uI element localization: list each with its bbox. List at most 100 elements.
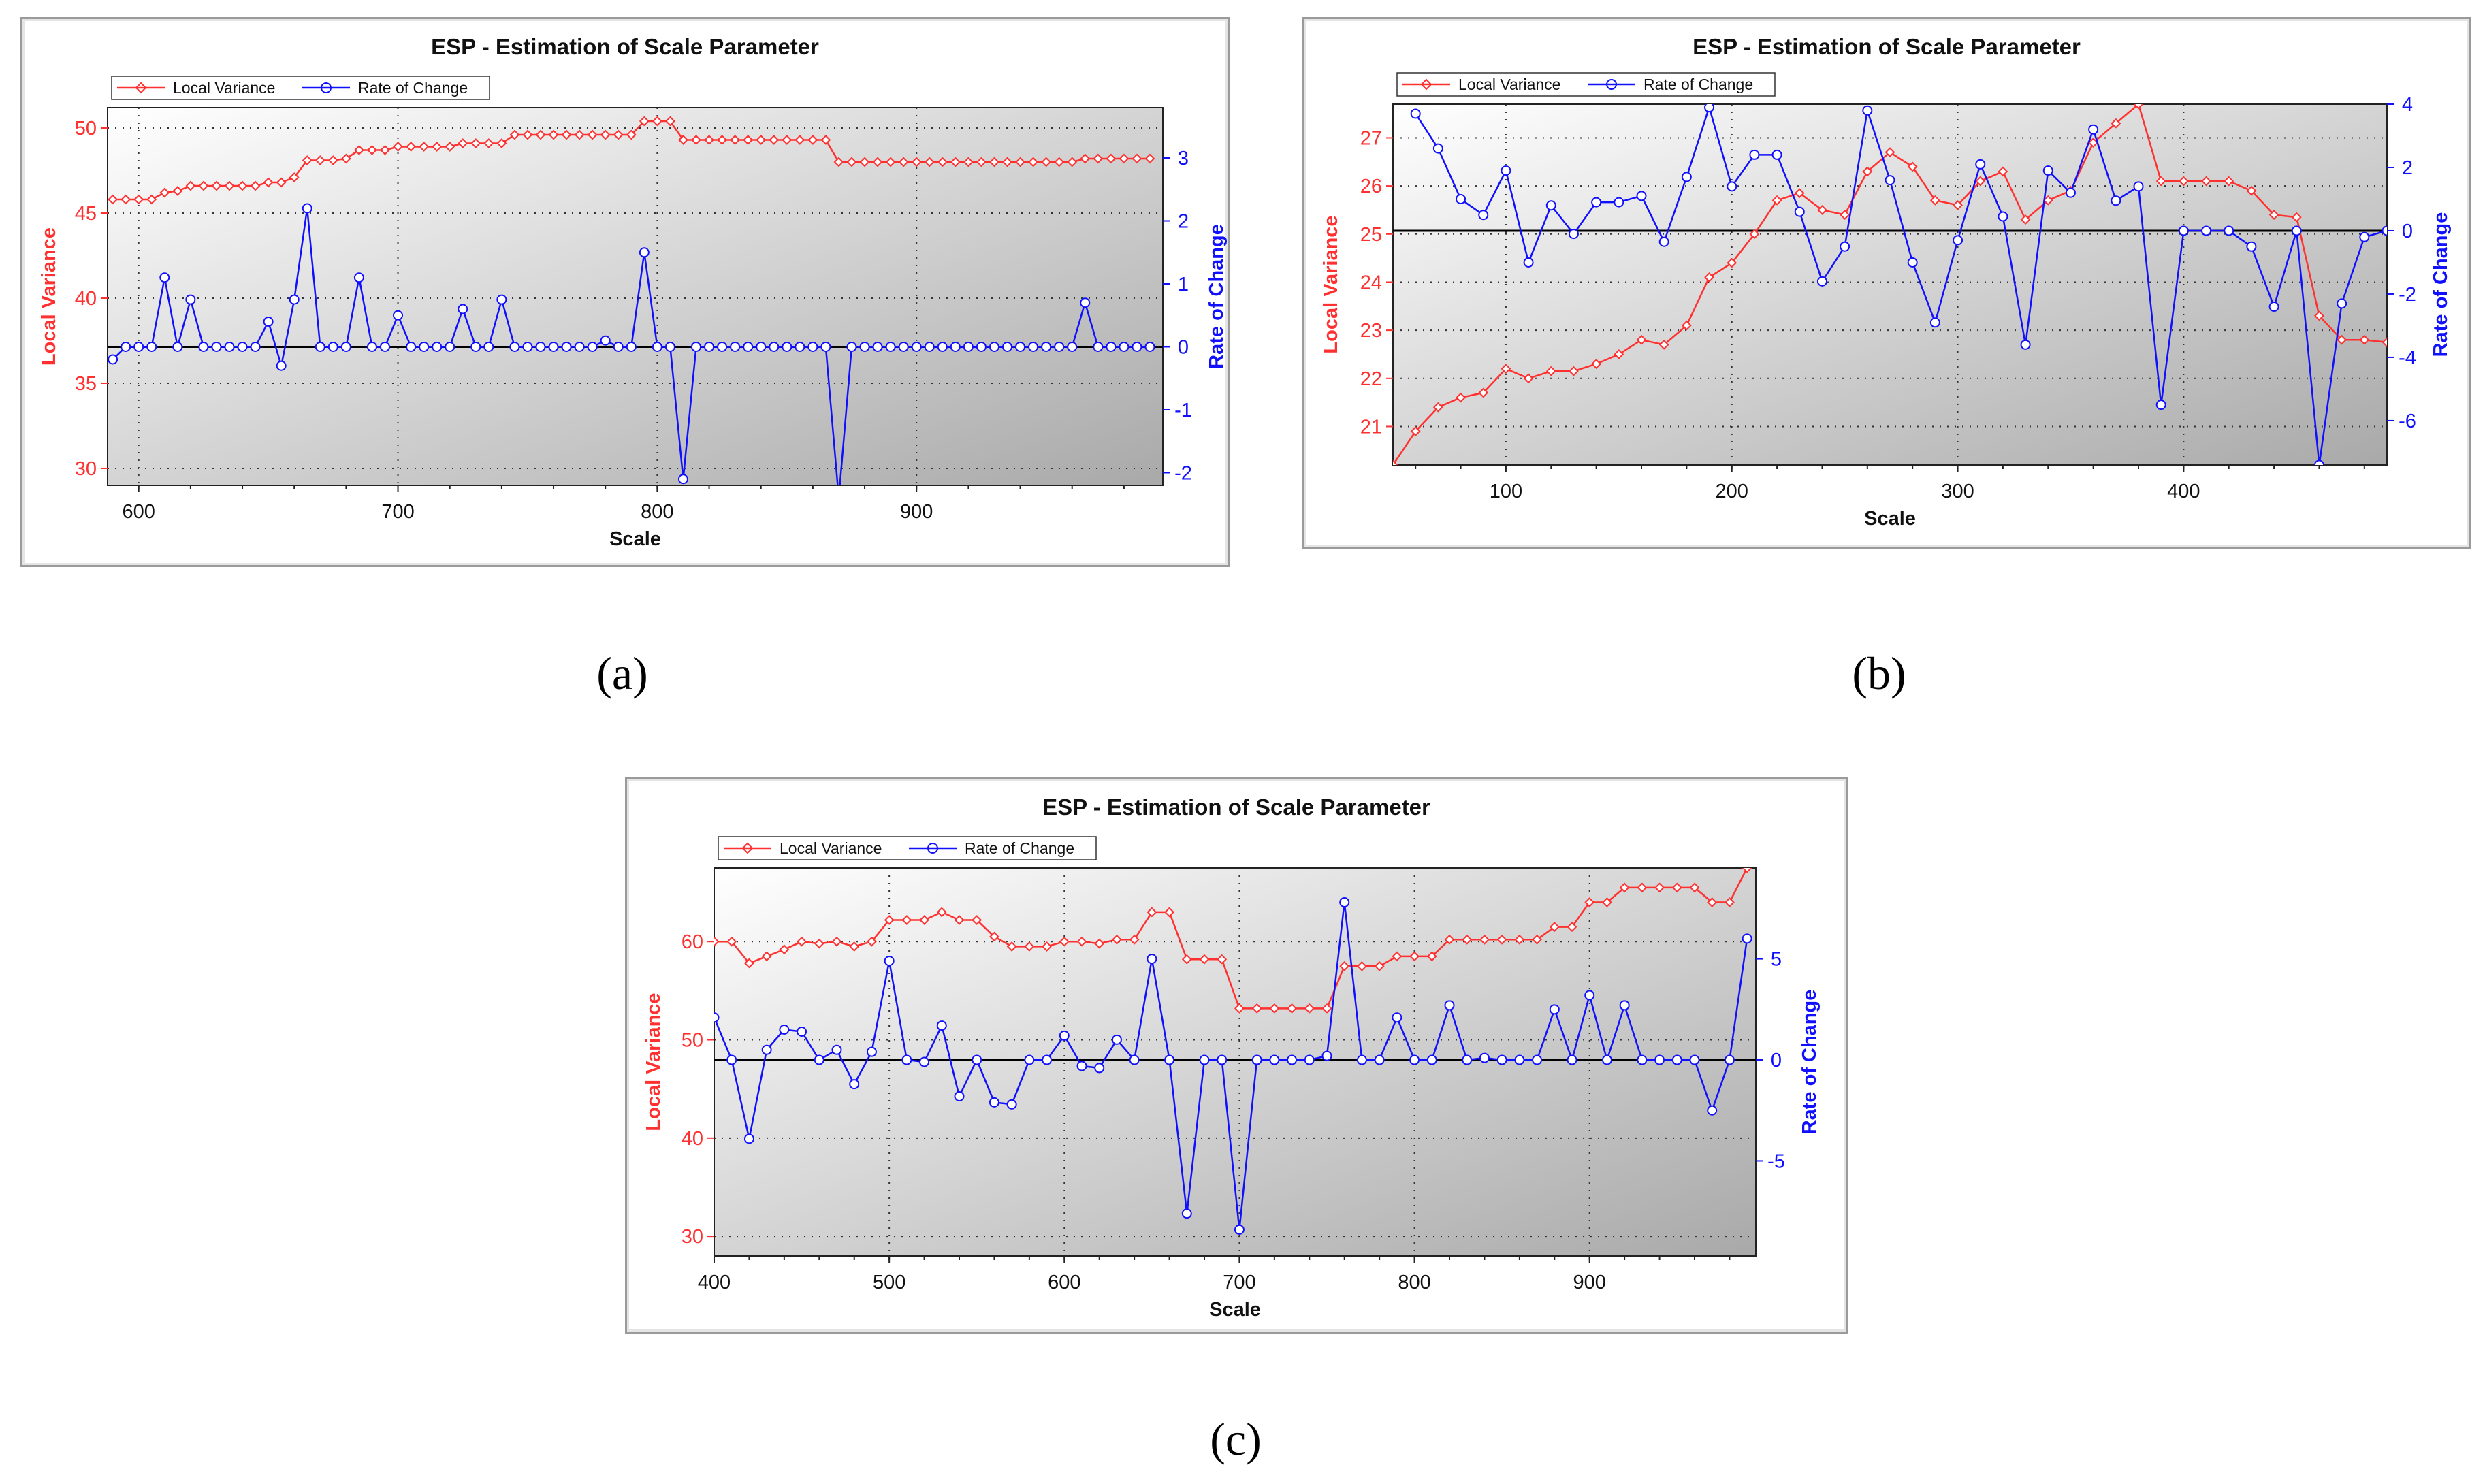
data-point-local-variance — [535, 129, 546, 140]
legend-label-local-variance: Local Variance — [1458, 76, 1560, 93]
data-point-local-variance — [432, 142, 443, 152]
data-point-local-variance — [1199, 954, 1210, 965]
data-point-rate-of-change — [1462, 1054, 1473, 1065]
series-rate-of-change — [108, 203, 1155, 485]
data-point-local-variance — [1024, 941, 1035, 952]
data-point-rate-of-change — [522, 342, 533, 352]
data-point-rate-of-change — [250, 342, 261, 352]
data-point-local-variance — [972, 915, 982, 925]
data-point-rate-of-change — [1144, 342, 1155, 352]
data-point-local-variance — [470, 138, 481, 148]
data-point-rate-of-change — [2224, 225, 2234, 236]
data-point-local-variance — [2291, 212, 2302, 223]
x-tick-label: 600 — [1048, 1272, 1080, 1293]
x-tick-label: 800 — [1398, 1272, 1430, 1293]
y-left-tick-label: 45 — [75, 203, 97, 225]
data-point-local-variance — [1975, 176, 1986, 187]
data-point-rate-of-change — [458, 304, 468, 314]
data-point-rate-of-change — [820, 342, 831, 352]
plot-frame — [1392, 103, 2388, 466]
data-point-rate-of-change — [1287, 1054, 1298, 1065]
data-point-rate-of-change — [937, 342, 948, 352]
data-point-rate-of-change — [1840, 241, 1850, 252]
y-right-axis-title: Rate of Change — [2430, 212, 2452, 357]
data-point-rate-of-change — [1339, 897, 1350, 907]
data-point-local-variance — [1523, 373, 1534, 384]
data-point-rate-of-change — [1374, 1054, 1385, 1065]
data-point-local-variance — [1076, 936, 1087, 947]
data-point-rate-of-change — [1658, 236, 1669, 247]
data-point-local-variance — [340, 153, 351, 164]
data-point-local-variance — [814, 938, 824, 949]
data-point-rate-of-change — [1392, 1012, 1402, 1023]
data-point-local-variance — [509, 129, 520, 140]
chart-panel-b: 100 200 300 400 21 22 23 24 25 26 27 -6 -4 -2 0 2 4 ESP -… — [1302, 17, 2471, 549]
data-point-local-variance — [1817, 205, 1827, 215]
grid — [108, 108, 1163, 485]
data-point-rate-of-change — [1199, 1054, 1210, 1065]
y-right-tick-label: 0 — [2402, 221, 2413, 242]
data-point-local-variance — [936, 907, 947, 918]
data-point-local-variance — [1794, 188, 1805, 199]
data-point-rate-of-change — [924, 342, 935, 352]
data-point-rate-of-change — [677, 474, 688, 485]
data-point-local-variance — [664, 116, 675, 127]
x-axis-title: Scale — [1864, 508, 1916, 530]
data-point-local-variance — [1054, 157, 1065, 167]
data-point-rate-of-change — [717, 342, 728, 352]
data-point-local-variance — [419, 142, 430, 152]
data-point-local-variance — [587, 129, 598, 140]
data-point-local-variance — [367, 145, 377, 155]
data-point-rate-of-change — [989, 342, 999, 352]
data-point-rate-of-change — [1015, 342, 1026, 352]
data-point-rate-of-change — [1501, 165, 1511, 176]
data-point-rate-of-change — [1885, 175, 1895, 186]
chart-title: ESP - Estimation of Scale Parameter — [1042, 794, 1430, 820]
data-point-local-variance — [833, 157, 844, 167]
data-point-rate-of-change — [1001, 342, 1012, 352]
data-point-rate-of-change — [1816, 276, 1827, 287]
data-point-local-variance — [1444, 934, 1455, 945]
data-point-rate-of-change — [159, 272, 170, 283]
data-point-rate-of-change — [1929, 317, 1940, 328]
data-point-local-variance — [1654, 882, 1665, 893]
data-point-local-variance — [1042, 941, 1052, 952]
y-left-tick-label: 40 — [75, 288, 97, 310]
chart-title: ESP - Estimation of Scale Parameter — [1693, 34, 2081, 59]
data-point-local-variance — [782, 135, 792, 145]
data-point-local-variance — [2155, 176, 2166, 187]
y-right-tick-label: -2 — [1174, 463, 1192, 485]
caption-b: (b) — [1852, 647, 1906, 699]
grid — [1393, 104, 2387, 465]
data-point-rate-of-change — [898, 342, 909, 352]
data-point-rate-of-change — [901, 1054, 912, 1065]
data-point-local-variance — [1619, 882, 1630, 893]
data-point-rate-of-change — [1514, 1054, 1525, 1065]
data-point-rate-of-change — [743, 342, 754, 352]
data-point-rate-of-change — [315, 342, 325, 352]
data-point-rate-of-change — [2246, 241, 2257, 252]
data-point-local-variance — [2224, 176, 2234, 187]
data-point-rate-of-change — [1080, 297, 1091, 308]
data-point-rate-of-change — [1636, 191, 1647, 201]
legend: Local Variance Rate of Change — [1396, 72, 1776, 97]
data-point-rate-of-change — [1356, 1054, 1367, 1065]
x-axis-title: Scale — [609, 528, 661, 550]
data-point-local-variance — [1929, 195, 1940, 206]
data-point-local-variance — [717, 135, 727, 145]
data-point-local-variance — [954, 915, 965, 925]
series-rate-of-change — [714, 897, 1752, 1235]
data-point-local-variance — [1094, 938, 1105, 949]
data-point-rate-of-change — [639, 247, 650, 258]
data-point-local-variance — [1217, 954, 1228, 965]
caption-c: (c) — [1210, 1413, 1262, 1465]
data-point-local-variance — [1727, 257, 1737, 268]
y-right-tick-label: -5 — [1767, 1150, 1785, 1172]
data-point-local-variance — [1144, 153, 1155, 164]
data-point-local-variance — [820, 135, 831, 145]
data-point-local-variance — [108, 194, 118, 205]
plot-frame — [107, 107, 1164, 486]
caption-a: (a) — [596, 647, 648, 699]
data-point-rate-of-change — [1028, 342, 1039, 352]
